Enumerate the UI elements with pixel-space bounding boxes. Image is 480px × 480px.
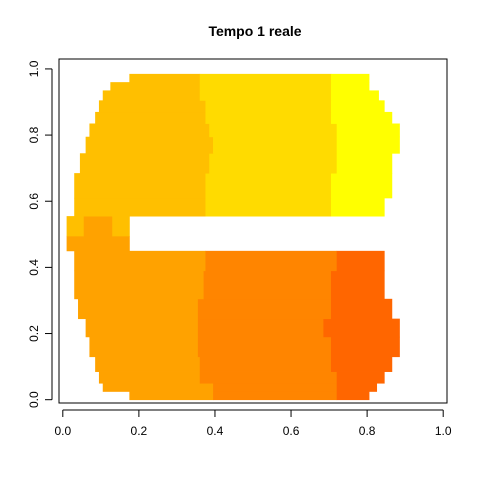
x-tick-label: 0.0 xyxy=(54,424,71,438)
heatmap-cell xyxy=(197,336,332,358)
heatmap-cell xyxy=(129,391,214,401)
heatmap-cell xyxy=(95,356,201,372)
heatmap-cell xyxy=(85,318,199,338)
heatmap-cell xyxy=(336,383,378,392)
heatmap-cell xyxy=(89,123,210,138)
heatmap-cell xyxy=(205,100,332,113)
heatmap-cell xyxy=(66,216,85,237)
heatmap-cell xyxy=(66,235,130,252)
heatmap-cell xyxy=(336,153,393,174)
heatmap-cell xyxy=(330,197,385,217)
x-tick-label: 0.8 xyxy=(359,424,376,438)
x-axis: 0.0 0.2 0.4 0.6 0.8 1.0 xyxy=(54,409,452,438)
heatmap-cell xyxy=(336,123,400,138)
heatmap-cell xyxy=(330,270,385,300)
heatmap-cell xyxy=(330,82,370,91)
y-tick-label: 1.0 xyxy=(27,60,41,77)
heatmap-cell xyxy=(205,250,338,272)
heatmap-cell xyxy=(205,197,332,217)
heatmap-cell xyxy=(199,371,338,384)
heatmap-cell xyxy=(78,298,199,320)
heatmap-cell xyxy=(323,318,400,338)
heatmap-cell xyxy=(330,298,393,320)
heatmap-cell xyxy=(102,383,214,392)
y-tick-label: 0.6 xyxy=(27,193,41,210)
heatmap-cell xyxy=(199,82,332,91)
heatmap-cell xyxy=(83,216,113,237)
y-tick-label: 0.4 xyxy=(27,259,41,276)
heatmap-cell xyxy=(74,173,206,199)
heatmap-cell xyxy=(197,298,332,320)
heatmap-cell xyxy=(330,356,393,372)
heatmap-cell xyxy=(330,73,370,83)
x-tick-label: 0.2 xyxy=(131,424,148,438)
heatmap-cell xyxy=(330,100,385,113)
y-axis: 0.0 0.2 0.4 0.6 0.8 1.0 xyxy=(27,60,53,408)
heatmap-cell xyxy=(129,73,201,83)
heatmap-cell xyxy=(197,318,324,338)
heatmap-cell xyxy=(213,383,338,392)
x-tick-label: 0.6 xyxy=(283,424,300,438)
chart-title: Tempo 1 reale xyxy=(208,23,301,39)
heatmap-cell xyxy=(79,153,210,174)
heatmap-cell xyxy=(330,111,393,124)
heatmap-cell xyxy=(336,391,370,401)
heatmap-cell xyxy=(330,336,400,358)
heatmap-cells xyxy=(66,73,400,401)
heatmap-cell xyxy=(74,270,204,300)
heatmap-cell xyxy=(203,270,332,300)
y-tick-label: 0.8 xyxy=(27,126,41,143)
heatmap-cell xyxy=(74,197,206,217)
heatmap-cell xyxy=(205,173,332,199)
heatmap-cell xyxy=(213,136,338,154)
heatmap-cell xyxy=(112,216,130,237)
y-tick-label: 0.0 xyxy=(27,391,41,408)
heatmap-cell xyxy=(89,336,199,358)
heatmap-cell xyxy=(336,136,400,154)
heatmap-cell xyxy=(95,111,206,124)
y-tick-label: 0.2 xyxy=(27,325,41,342)
heatmap-cell xyxy=(330,90,379,101)
heatmap-cell xyxy=(98,100,206,113)
x-tick-label: 1.0 xyxy=(435,424,452,438)
x-tick-label: 0.4 xyxy=(207,424,224,438)
heatmap-cell xyxy=(199,356,332,372)
heatmap-cell xyxy=(213,391,338,401)
heatmap-cell xyxy=(209,153,338,174)
heatmap-cell xyxy=(336,371,385,384)
heatmap-cell xyxy=(209,123,338,138)
heatmap-cell xyxy=(199,73,332,83)
heatmap-cell xyxy=(102,90,201,101)
heatmap-cell xyxy=(85,136,214,154)
heatmap-cell xyxy=(110,82,201,91)
heatmap-cell xyxy=(199,90,332,101)
heatmap-cell xyxy=(205,111,332,124)
heatmap-cell xyxy=(336,250,385,272)
heatmap-cell xyxy=(330,173,393,199)
heatmap-cell xyxy=(74,250,206,272)
heatmap-cell xyxy=(98,371,201,384)
plot-frame xyxy=(58,58,448,404)
